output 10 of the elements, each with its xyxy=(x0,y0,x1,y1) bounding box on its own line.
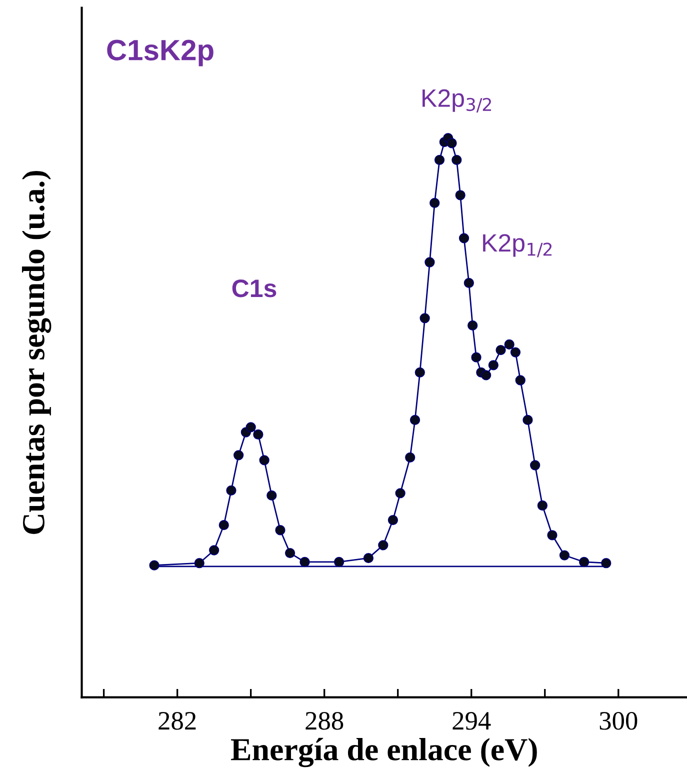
x-tick-label: 294 xyxy=(452,712,491,730)
x-tick-label: 288 xyxy=(306,712,344,730)
x-tick-label: 300 xyxy=(600,712,638,730)
annotation: K2p$_{1/2}$ xyxy=(483,234,552,258)
text: K2p$_{3/2}$ xyxy=(422,89,492,112)
chart-title: C1sK2p xyxy=(107,40,214,66)
annotation: C1s xyxy=(232,280,276,298)
x-axis-title: Energía de enlace (eV) xyxy=(231,738,537,768)
y-axis-title: Cuentas por segundo (u.a.) xyxy=(22,170,52,534)
x-tick-label: 282 xyxy=(158,712,196,730)
